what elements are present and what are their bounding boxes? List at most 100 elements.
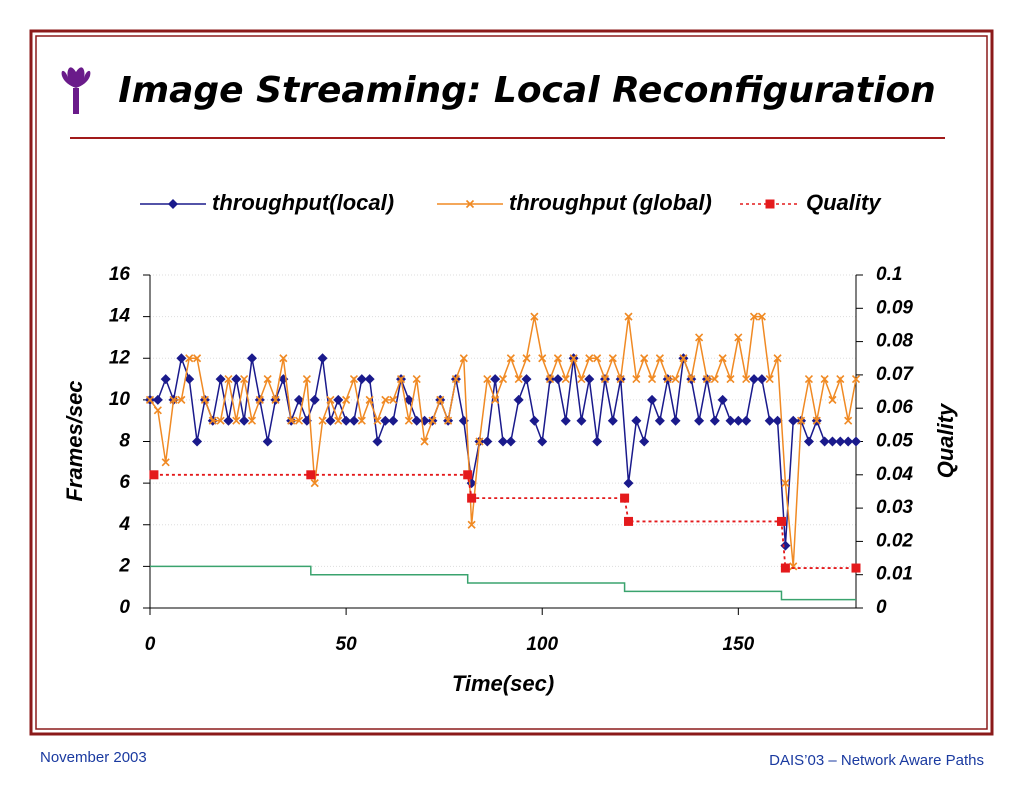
y-axis-label: Frames/sec — [62, 380, 87, 501]
point — [663, 374, 672, 384]
point — [592, 436, 603, 447]
point — [772, 415, 783, 426]
point — [620, 493, 630, 503]
point — [168, 199, 178, 209]
point — [342, 395, 351, 404]
point — [262, 436, 273, 447]
point — [271, 395, 280, 404]
point — [585, 354, 594, 363]
point — [404, 416, 413, 425]
point — [467, 520, 476, 529]
y2-tick-label: 0.05 — [876, 431, 913, 452]
point — [326, 395, 335, 404]
point — [632, 374, 641, 384]
point — [216, 416, 225, 425]
slide-title: Image Streaming: Local Reconfiguration — [118, 70, 936, 111]
legend-label: throughput (global) — [509, 190, 712, 215]
point — [631, 415, 642, 426]
point — [820, 374, 829, 384]
point — [577, 374, 586, 384]
point — [607, 415, 618, 426]
point — [467, 493, 477, 503]
point — [231, 374, 242, 385]
point — [459, 354, 468, 363]
point — [521, 374, 532, 385]
point — [491, 395, 500, 404]
point — [553, 354, 562, 363]
point — [522, 354, 531, 363]
point — [365, 395, 374, 404]
point — [240, 374, 249, 384]
point — [789, 562, 798, 571]
point — [569, 354, 578, 363]
point — [215, 374, 226, 385]
y2-tick-label: 0.03 — [876, 497, 913, 518]
point — [803, 436, 814, 447]
point — [812, 416, 821, 425]
y2-tick-label: 0.1 — [876, 264, 902, 285]
point — [193, 354, 202, 363]
point — [757, 312, 766, 321]
point — [279, 354, 288, 363]
point — [742, 374, 751, 384]
point — [294, 394, 305, 405]
point — [639, 436, 650, 447]
point — [255, 395, 264, 404]
point — [396, 374, 406, 384]
point — [709, 415, 720, 426]
point — [287, 416, 296, 425]
point — [403, 394, 414, 405]
point — [356, 374, 367, 385]
point — [718, 354, 727, 363]
point — [670, 415, 681, 426]
point — [309, 394, 320, 405]
point — [411, 415, 422, 426]
point — [765, 374, 774, 384]
series-line — [153, 473, 856, 569]
point — [827, 436, 838, 447]
point — [451, 374, 460, 384]
point — [749, 374, 760, 385]
point — [538, 354, 547, 363]
point — [851, 563, 861, 573]
point — [498, 374, 508, 384]
point — [655, 354, 664, 363]
point — [671, 374, 680, 384]
y-tick-label: 6 — [119, 472, 130, 493]
x-tick-label: 150 — [722, 634, 754, 655]
series-line — [150, 565, 856, 601]
point — [710, 374, 719, 384]
point — [389, 395, 398, 404]
y-tick-label: 0 — [119, 597, 130, 618]
point — [514, 374, 523, 384]
point — [184, 374, 195, 385]
point — [246, 353, 257, 364]
y-tick-label: 16 — [109, 264, 131, 285]
point — [373, 416, 382, 425]
y-tick-label: 8 — [119, 431, 130, 452]
point — [780, 563, 790, 573]
point — [372, 436, 383, 447]
point — [428, 416, 437, 425]
point — [781, 479, 790, 488]
point — [498, 436, 508, 447]
point — [482, 436, 493, 447]
point — [836, 374, 845, 384]
y-tick-label: 12 — [109, 347, 131, 368]
point — [654, 415, 665, 426]
point — [797, 416, 806, 425]
point — [412, 374, 421, 384]
point — [780, 540, 791, 551]
y2-tick-label: 0.02 — [876, 530, 913, 551]
point — [819, 436, 830, 447]
point — [341, 415, 352, 426]
point — [756, 374, 767, 385]
point — [475, 437, 484, 446]
point — [828, 395, 837, 404]
legend-label: Quality — [806, 190, 882, 215]
point — [600, 374, 610, 384]
y2-tick-label: 0.09 — [876, 297, 913, 318]
x-tick-label: 50 — [336, 634, 358, 655]
